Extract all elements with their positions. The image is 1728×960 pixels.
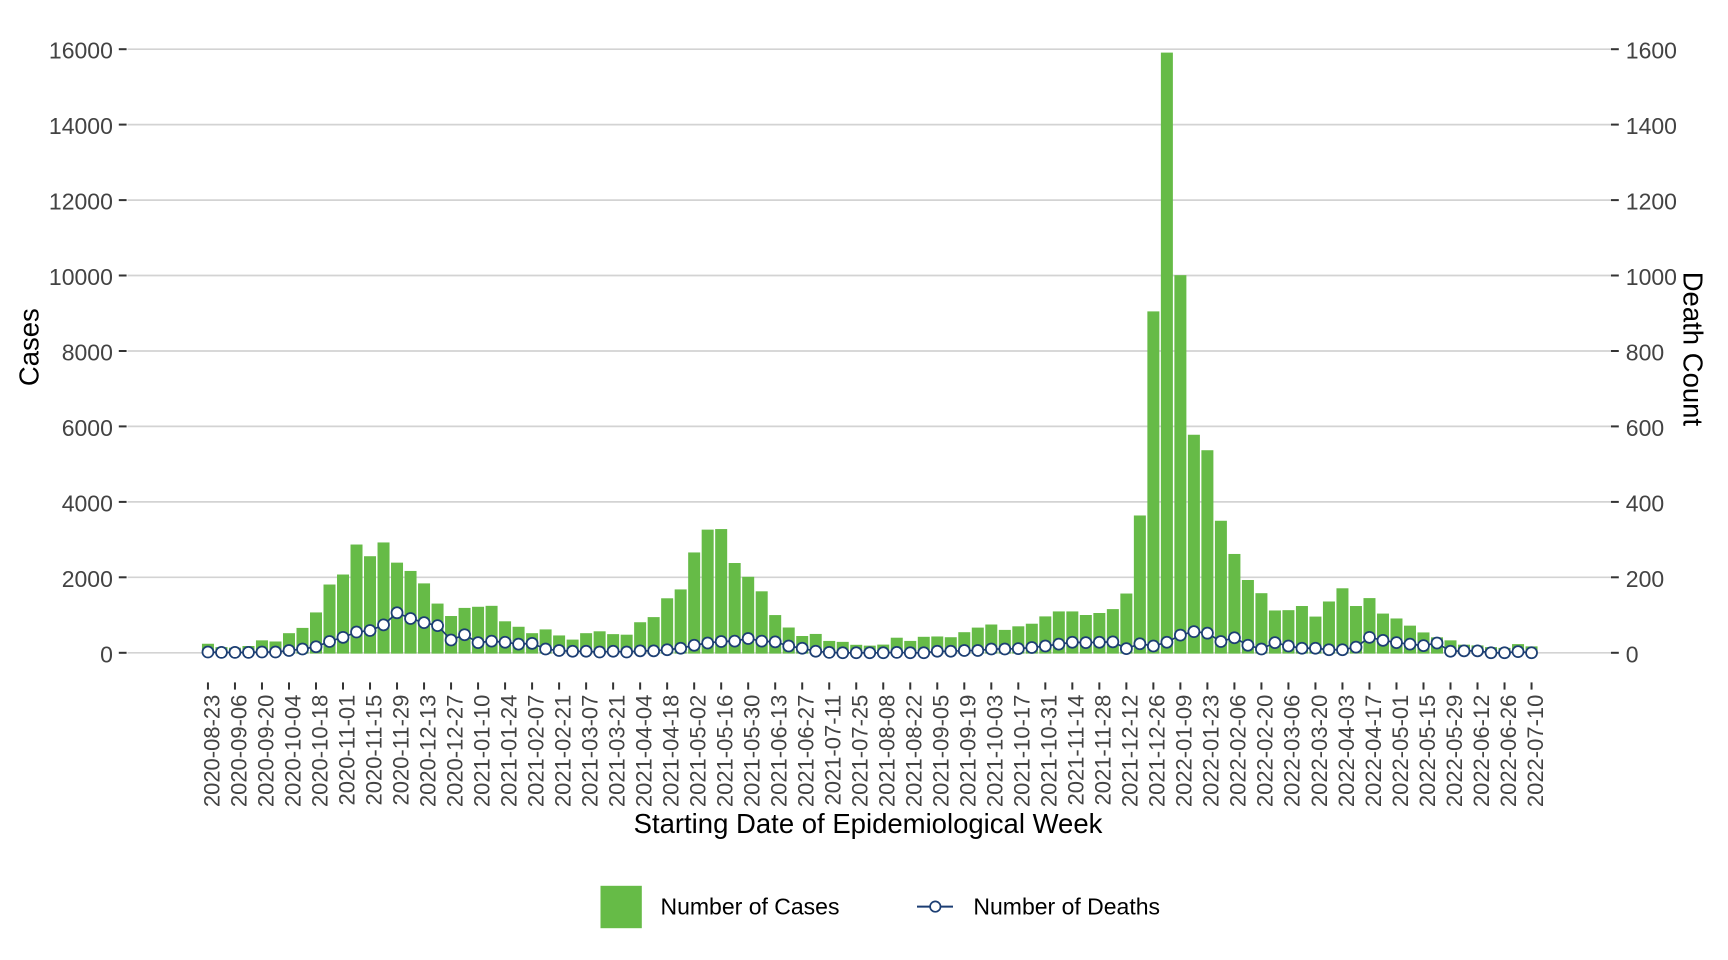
svg-text:2021-03-21: 2021-03-21 — [604, 695, 629, 808]
svg-text:Starting Date of Epidemiologic: Starting Date of Epidemiological Week — [634, 808, 1103, 839]
svg-text:2020-11-15: 2020-11-15 — [361, 695, 386, 806]
svg-text:2021-10-31: 2021-10-31 — [1037, 695, 1062, 808]
svg-text:6000: 6000 — [62, 415, 113, 441]
svg-text:1400: 1400 — [1626, 113, 1677, 139]
svg-text:0: 0 — [1626, 641, 1639, 667]
svg-text:2021-01-24: 2021-01-24 — [496, 695, 521, 808]
svg-text:2022-06-12: 2022-06-12 — [1469, 695, 1494, 808]
svg-text:2020-10-04: 2020-10-04 — [280, 695, 305, 808]
svg-text:2022-02-06: 2022-02-06 — [1226, 695, 1251, 808]
svg-text:2021-04-18: 2021-04-18 — [658, 695, 683, 808]
svg-text:1000: 1000 — [1626, 264, 1677, 290]
svg-text:2021-09-19: 2021-09-19 — [956, 695, 981, 808]
svg-text:2020-11-29: 2020-11-29 — [388, 695, 413, 806]
svg-text:2021-06-13: 2021-06-13 — [767, 695, 792, 808]
svg-text:800: 800 — [1626, 340, 1664, 366]
svg-text:2000: 2000 — [62, 566, 113, 592]
svg-text:2022-05-29: 2022-05-29 — [1442, 695, 1467, 808]
svg-text:2021-05-02: 2021-05-02 — [685, 695, 710, 808]
svg-text:2022-06-26: 2022-06-26 — [1496, 695, 1521, 808]
svg-text:400: 400 — [1626, 490, 1664, 516]
svg-text:4000: 4000 — [62, 490, 113, 516]
svg-text:12000: 12000 — [49, 189, 113, 215]
svg-text:0: 0 — [100, 641, 113, 667]
svg-text:2020-12-27: 2020-12-27 — [442, 695, 467, 808]
svg-text:Number of Cases: Number of Cases — [661, 894, 840, 920]
svg-text:14000: 14000 — [49, 113, 113, 139]
svg-text:1600: 1600 — [1626, 38, 1677, 64]
svg-text:8000: 8000 — [62, 340, 113, 366]
svg-text:2021-10-03: 2021-10-03 — [983, 695, 1008, 808]
svg-text:2021-09-05: 2021-09-05 — [929, 695, 954, 808]
svg-text:2021-08-22: 2021-08-22 — [902, 695, 927, 808]
svg-text:2021-11-14: 2021-11-14 — [1064, 695, 1089, 806]
svg-text:2020-10-18: 2020-10-18 — [307, 695, 332, 808]
svg-text:2021-03-07: 2021-03-07 — [577, 695, 602, 808]
svg-text:2021-12-26: 2021-12-26 — [1145, 695, 1170, 808]
svg-text:2022-03-06: 2022-03-06 — [1280, 695, 1305, 808]
svg-text:2020-08-23: 2020-08-23 — [199, 695, 224, 808]
svg-text:2022-07-10: 2022-07-10 — [1523, 695, 1548, 808]
svg-text:2021-07-25: 2021-07-25 — [848, 695, 873, 808]
svg-text:2020-12-13: 2020-12-13 — [415, 695, 440, 808]
svg-text:200: 200 — [1626, 566, 1664, 592]
svg-text:2020-11-01: 2020-11-01 — [334, 695, 359, 806]
svg-text:Number of Deaths: Number of Deaths — [973, 894, 1160, 920]
svg-text:Death Count: Death Count — [1678, 272, 1709, 427]
svg-text:2022-04-03: 2022-04-03 — [1334, 695, 1359, 808]
svg-text:600: 600 — [1626, 415, 1664, 441]
svg-text:2022-03-20: 2022-03-20 — [1307, 695, 1332, 808]
svg-text:2020-09-20: 2020-09-20 — [253, 695, 278, 808]
svg-text:2022-02-20: 2022-02-20 — [1253, 695, 1278, 808]
svg-text:16000: 16000 — [49, 38, 113, 64]
svg-text:1200: 1200 — [1626, 189, 1677, 215]
svg-text:2021-12-12: 2021-12-12 — [1118, 695, 1143, 808]
svg-text:2022-01-09: 2022-01-09 — [1172, 695, 1197, 808]
svg-text:2021-11-28: 2021-11-28 — [1091, 695, 1116, 806]
svg-text:2021-04-04: 2021-04-04 — [631, 695, 656, 808]
svg-text:2021-05-16: 2021-05-16 — [712, 695, 737, 808]
svg-text:2020-09-06: 2020-09-06 — [226, 695, 251, 808]
svg-text:2022-05-01: 2022-05-01 — [1388, 695, 1413, 808]
svg-text:2021-06-27: 2021-06-27 — [794, 695, 819, 808]
svg-text:10000: 10000 — [49, 264, 113, 290]
svg-text:2021-01-10: 2021-01-10 — [469, 695, 494, 808]
svg-text:2021-10-17: 2021-10-17 — [1010, 695, 1035, 808]
svg-text:2022-01-23: 2022-01-23 — [1199, 695, 1224, 808]
svg-text:2022-04-17: 2022-04-17 — [1361, 695, 1386, 808]
svg-text:Cases: Cases — [14, 308, 45, 386]
svg-text:2021-02-21: 2021-02-21 — [550, 695, 575, 808]
svg-text:2021-07-11: 2021-07-11 — [821, 695, 846, 806]
svg-text:2021-08-08: 2021-08-08 — [875, 695, 900, 808]
svg-text:2021-02-07: 2021-02-07 — [523, 695, 548, 808]
svg-text:2021-05-30: 2021-05-30 — [739, 695, 764, 808]
svg-text:2022-05-15: 2022-05-15 — [1415, 695, 1440, 808]
